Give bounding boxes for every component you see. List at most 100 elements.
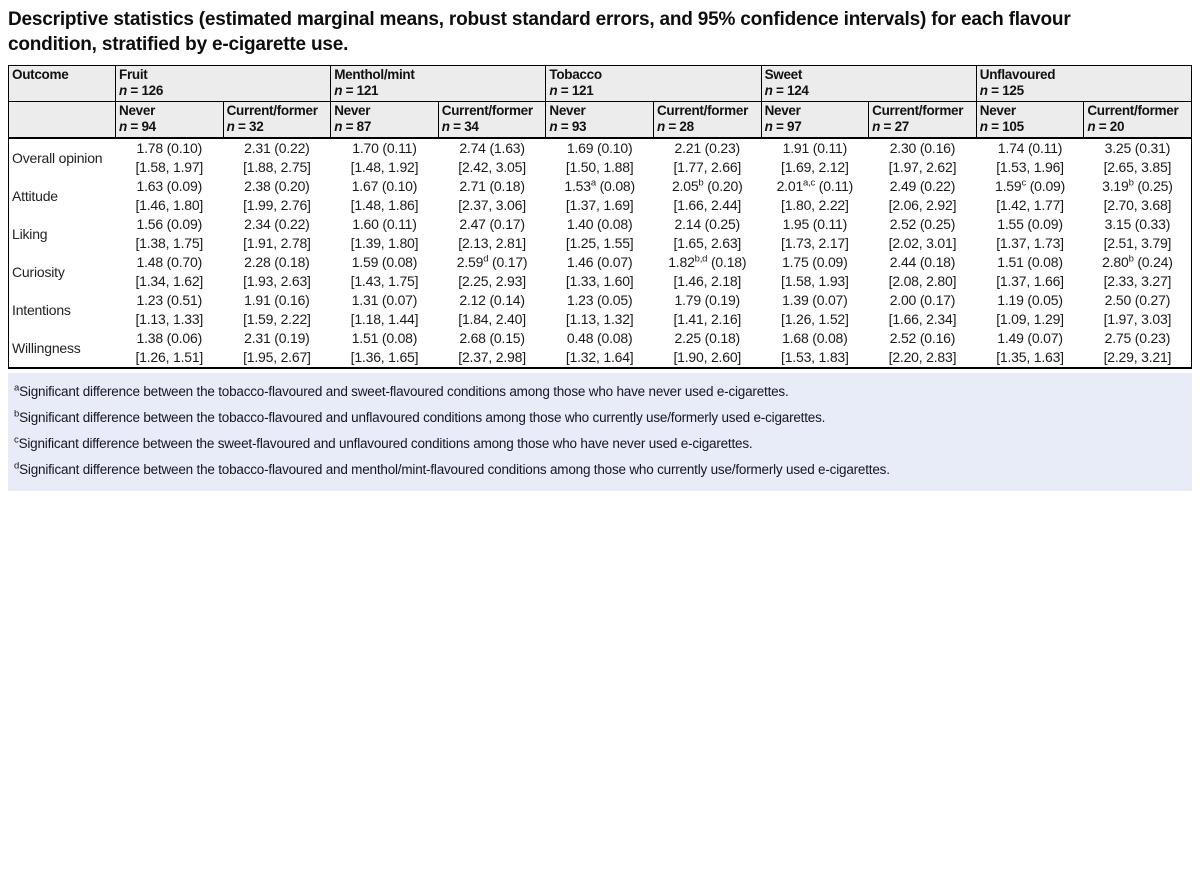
footnote-mark: c — [14, 434, 19, 446]
estimate: 1.69 (0.10) — [566, 140, 633, 157]
estimate: 1.39 (0.07) — [782, 292, 848, 309]
confidence-interval: [1.35, 1.63] — [996, 349, 1064, 366]
n-count: n = 121 — [334, 83, 379, 99]
confidence-interval: [1.26, 1.51] — [135, 349, 204, 366]
data-cell: 1.67 (0.10) [1.48, 1.86] — [331, 177, 439, 215]
estimate: 2.01a,c (0.11) — [776, 177, 854, 195]
estimate: 2.14 (0.25) — [674, 216, 741, 233]
confidence-interval: [1.25, 1.55] — [565, 235, 634, 252]
confidence-interval: [1.36, 1.65] — [350, 349, 419, 366]
data-cell: 2.30 (0.16) [1.97, 2.62] — [869, 138, 977, 177]
flavour-group-header: Tobacco n = 121 — [545, 65, 762, 103]
data-cell: 1.23 (0.05) [1.13, 1.32] — [546, 291, 654, 329]
estimate: 1.79 (0.19) — [674, 292, 741, 309]
estimate: 1.31 (0.07) — [351, 292, 418, 309]
significance-mark: a — [590, 177, 596, 189]
data-cell: 1.40 (0.08) [1.25, 1.55] — [546, 215, 654, 253]
use-status-header: Current/former n = 20 — [1083, 101, 1192, 140]
outcome-label: Willingness — [12, 339, 81, 356]
estimate: 2.34 (0.22) — [244, 216, 310, 233]
confidence-interval: [1.33, 1.60] — [565, 273, 634, 290]
n-count: n = 105 — [979, 119, 1024, 135]
use-status-label: Never — [549, 103, 586, 119]
confidence-interval: [2.20, 2.83] — [888, 349, 957, 366]
confidence-interval: [1.53, 1.83] — [781, 349, 849, 366]
confidence-interval: [1.09, 1.29] — [996, 311, 1064, 328]
confidence-interval: [1.91, 2.78] — [243, 235, 311, 252]
estimate: 2.28 (0.18) — [244, 254, 310, 271]
estimate: 2.59d (0.17) — [456, 253, 528, 271]
significance-mark: b — [1128, 253, 1134, 265]
table-row: Liking 1.56 (0.09) [1.38, 1.75] 2.34 (0.22)… — [9, 215, 1192, 253]
significance-mark: c — [1021, 177, 1027, 189]
outcome-label: Attitude — [12, 187, 58, 204]
data-cell: 1.91 (0.11) [1.69, 2.12] — [761, 138, 869, 177]
confidence-interval: [1.66, 2.34] — [888, 311, 957, 328]
table-row: Curiosity 1.48 (0.70) [1.34, 1.62] 2.28 (0.… — [9, 253, 1192, 291]
significance-mark: b — [1128, 177, 1134, 189]
confidence-interval: [1.97, 2.62] — [888, 159, 957, 176]
n-count: n = 124 — [764, 83, 809, 99]
table-row: Willingness 1.38 (0.06) [1.26, 1.51] 2.31 (… — [9, 329, 1192, 368]
estimate: 2.47 (0.17) — [459, 216, 525, 233]
estimate: 2.71 (0.18) — [459, 178, 525, 195]
confidence-interval: [1.97, 3.03] — [1103, 311, 1172, 328]
confidence-interval: [2.65, 3.85] — [1103, 159, 1172, 176]
footnote: aSignificant difference between the toba… — [14, 382, 789, 400]
confidence-interval: [1.37, 1.73] — [996, 235, 1064, 252]
flavour-group-header: Unflavoured n = 125 — [975, 65, 1193, 103]
estimate: 2.75 (0.23) — [1104, 330, 1171, 347]
estimate: 2.44 (0.18) — [889, 254, 956, 271]
data-cell: 1.59 (0.08) [1.43, 1.75] — [331, 253, 439, 291]
data-cell: 1.78 (0.10) [1.58, 1.97] — [116, 138, 224, 177]
estimate: 1.48 (0.70) — [136, 254, 203, 271]
use-status-header: Never n = 93 — [545, 101, 654, 140]
data-cell: 2.25 (0.18) [1.90, 2.60] — [653, 329, 761, 368]
data-cell: 1.95 (0.11) [1.73, 2.17] — [761, 215, 869, 253]
estimate: 2.31 (0.22) — [244, 140, 310, 157]
data-cell: 2.50 (0.27) [1.97, 3.03] — [1084, 291, 1192, 329]
outcome-label: Overall opinion — [12, 149, 103, 166]
estimate: 3.25 (0.31) — [1104, 140, 1171, 157]
table-title: Descriptive statistics (estimated margin… — [8, 9, 1071, 55]
data-cell: 2.47 (0.17) [2.13, 2.81] — [438, 215, 546, 253]
confidence-interval: [1.48, 1.86] — [350, 197, 419, 214]
table-header: Outcome Fruit n = 126 Menthol/mint n = 121 To… — [8, 65, 1193, 140]
n-count: n = 125 — [979, 83, 1024, 99]
confidence-interval: [1.50, 1.88] — [565, 159, 634, 176]
estimate: 1.46 (0.07) — [566, 254, 633, 271]
use-status-header: Never n = 97 — [760, 101, 870, 140]
estimate: 1.59c (0.09) — [995, 177, 1066, 195]
data-cell: 1.46 (0.07) [1.33, 1.60] — [546, 253, 654, 291]
estimate: 2.00 (0.17) — [889, 292, 956, 309]
flavour-group-header: Fruit n = 126 — [114, 65, 332, 103]
estimate: 1.59 (0.08) — [351, 254, 418, 271]
n-count: n = 94 — [119, 119, 156, 135]
confidence-interval: [1.65, 2.63] — [673, 235, 742, 252]
confidence-interval: [2.37, 3.06] — [458, 197, 526, 214]
estimate: 2.25 (0.18) — [674, 330, 741, 347]
data-cell: 2.28 (0.18) [1.93, 2.63] — [223, 253, 331, 291]
table-body: Overall opinion 1.78 (0.10) [1.58, 1.97] 2.… — [8, 138, 1192, 369]
significance-mark: a,c — [803, 177, 816, 189]
use-status-label: Current/former — [441, 103, 533, 119]
data-cell: 1.23 (0.51) [1.13, 1.33] — [116, 291, 224, 329]
n-count: n = 28 — [656, 119, 694, 135]
data-cell: 1.69 (0.10) [1.50, 1.88] — [546, 138, 654, 177]
data-cell: 2.01a,c (0.11) [1.80, 2.22] — [761, 177, 869, 215]
confidence-interval: [1.99, 2.76] — [243, 197, 311, 214]
n-count: n = 34 — [441, 119, 479, 135]
confidence-interval: [2.08, 2.80] — [888, 273, 957, 290]
use-status-header: Never n = 94 — [115, 101, 224, 140]
confidence-interval: [1.88, 2.75] — [243, 159, 311, 176]
estimate: 1.60 (0.11) — [352, 216, 417, 233]
confidence-interval: [1.48, 1.92] — [350, 159, 419, 176]
confidence-interval: [1.42, 1.77] — [996, 197, 1064, 214]
estimate: 1.53a (0.08) — [564, 177, 635, 195]
data-cell: 1.75 (0.09) [1.58, 1.93] — [761, 253, 869, 291]
table-row: Overall opinion 1.78 (0.10) [1.58, 1.97] 2.… — [9, 138, 1192, 177]
estimate: 2.21 (0.23) — [674, 140, 741, 157]
use-status-label: Current/former — [1087, 103, 1179, 119]
data-cell: 1.70 (0.11) [1.48, 1.92] — [331, 138, 439, 177]
data-cell: 1.79 (0.19) [1.41, 2.16] — [653, 291, 761, 329]
